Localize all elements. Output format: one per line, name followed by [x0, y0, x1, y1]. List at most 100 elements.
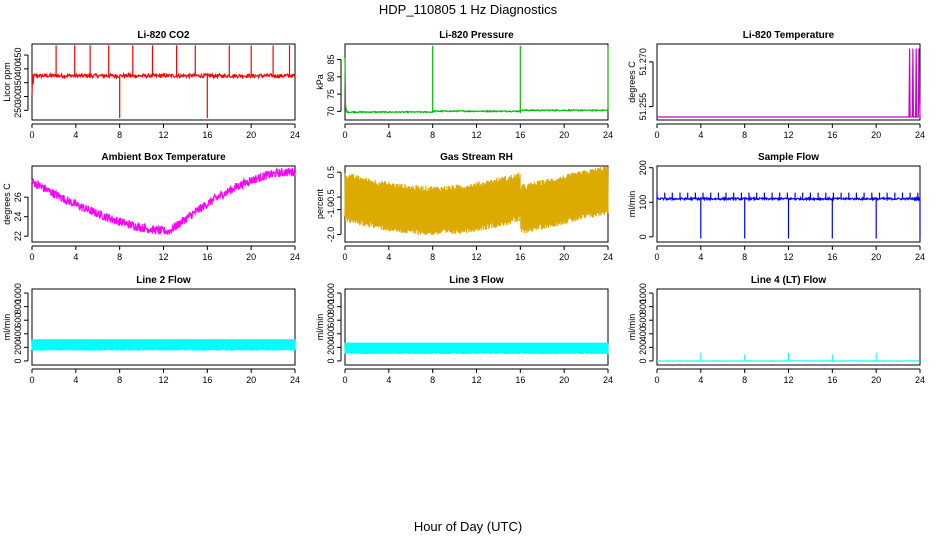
gas-stream-rh-xtick-1: 4: [386, 252, 391, 262]
ambient-box-temperature-series-line: [31, 166, 296, 235]
ambient-box-temperature-xtick-6: 24: [290, 252, 300, 262]
ambient-box-temperature-xtick-4: 16: [202, 252, 212, 262]
ambient-box-temperature-xtick-1: 4: [73, 252, 78, 262]
sample-flow-xtick-2: 8: [742, 252, 747, 262]
gas-stream-rh-ylabel: percent: [315, 188, 325, 219]
sample-flow-ylabel: ml/min: [627, 191, 637, 218]
line-4-lt-flow-ytick-1: 200: [638, 340, 648, 355]
line-4-lt-flow-ytick-2: 400: [638, 326, 648, 341]
li-820-temperature-xtick-4: 16: [827, 130, 837, 140]
li-820-pressure-xtick-5: 20: [559, 130, 569, 140]
line-4-lt-flow-xtick-4: 16: [827, 375, 837, 385]
li-820-pressure-ytick-3: 85: [326, 55, 336, 65]
line-2-flow-xtick-5: 20: [246, 375, 256, 385]
ambient-box-temperature-ytick-2: 26: [13, 192, 23, 202]
line-2-flow-ytick-4: 800: [13, 299, 23, 314]
li-820-co2-ytick-2: 350: [13, 75, 23, 90]
line-4-lt-flow-xtick-6: 24: [915, 375, 925, 385]
line-2-flow-ytick-5: 1000: [13, 283, 23, 303]
li-820-co2-ytick-3: 400: [13, 61, 23, 76]
li-820-pressure-ytick-2: 80: [326, 72, 336, 82]
li-820-co2-ylabel: Licor ppm: [2, 62, 12, 102]
figure-title: HDP_110805 1 Hz Diagnostics: [379, 2, 558, 17]
line-2-flow-title: Line 2 Flow: [136, 275, 191, 286]
line-3-flow-xtick-5: 20: [559, 375, 569, 385]
gas-stream-rh-ytick-0: -2.0: [326, 227, 336, 243]
li-820-temperature-ytick-1: 51.270: [638, 48, 648, 76]
line-3-flow-plot-frame: [344, 288, 609, 366]
li-820-temperature-xtick-3: 12: [783, 130, 793, 140]
sample-flow-ytick-1: 100: [638, 195, 648, 210]
sample-flow-xtick-6: 24: [915, 252, 925, 262]
sample-flow-xtick-5: 20: [871, 252, 881, 262]
ambient-box-temperature-ylabel: degrees C: [2, 183, 12, 225]
panel-line-4-lt-flow: Line 4 (LT) Flow ml/min 0 4 8 12 16 20 24 0 200400…: [627, 275, 925, 385]
sample-flow-series-line: [656, 192, 921, 239]
line-2-flow-series-line: [31, 339, 296, 351]
line-3-flow-xtick-4: 16: [515, 375, 525, 385]
gas-stream-rh-xtick-0: 0: [342, 252, 347, 262]
line-4-lt-flow-xtick-5: 20: [871, 375, 881, 385]
line-4-lt-flow-xtick-0: 0: [654, 375, 659, 385]
line-3-flow-ytick-5: 1000: [326, 283, 336, 303]
li-820-co2-xtick-4: 16: [202, 130, 212, 140]
line-4-lt-flow-ytick-3: 600: [638, 313, 648, 328]
line-4-lt-flow-xtick-1: 4: [698, 375, 703, 385]
li-820-pressure-xtick-4: 16: [515, 130, 525, 140]
ambient-box-temperature-plot-frame: [31, 165, 296, 243]
gas-stream-rh-xtick-2: 8: [430, 252, 435, 262]
li-820-pressure-ytick-0: 70: [326, 106, 336, 116]
li-820-temperature-title: Li-820 Temperature: [743, 30, 835, 41]
line-4-lt-flow-ytick-4: 800: [638, 299, 648, 314]
li-820-pressure-series-line: [344, 45, 609, 114]
li-820-co2-ytick-1: 300: [13, 89, 23, 104]
panel-sample-flow: Sample Flow ml/min 0 4 8 12 16 20 24 0 100 200: [627, 152, 925, 262]
ambient-box-temperature-xtick-0: 0: [29, 252, 34, 262]
li-820-temperature-xtick-6: 24: [915, 130, 925, 140]
gas-stream-rh-title: Gas Stream RH: [440, 152, 513, 163]
line-4-lt-flow-ytick-0: 0: [638, 358, 648, 363]
line-4-lt-flow-ytick-5: 1000: [638, 283, 648, 303]
sample-flow-xtick-1: 4: [698, 252, 703, 262]
li-820-temperature-xtick-5: 20: [871, 130, 881, 140]
line-2-flow-xtick-1: 4: [73, 375, 78, 385]
line-4-lt-flow-xtick-2: 8: [742, 375, 747, 385]
li-820-pressure-xtick-2: 8: [430, 130, 435, 140]
gas-stream-rh-xtick-5: 20: [559, 252, 569, 262]
ambient-box-temperature-xtick-2: 8: [117, 252, 122, 262]
line-2-flow-xtick-0: 0: [29, 375, 34, 385]
line-3-flow-xtick-6: 24: [603, 375, 613, 385]
line-3-flow-ytick-1: 200: [326, 340, 336, 355]
li-820-co2-xtick-2: 8: [117, 130, 122, 140]
line-3-flow-ytick-3: 600: [326, 313, 336, 328]
li-820-co2-plot-frame: [31, 43, 296, 121]
line-3-flow-xtick-3: 12: [471, 375, 481, 385]
line-3-flow-series-line: [344, 342, 609, 355]
li-820-pressure-xtick-3: 12: [471, 130, 481, 140]
sample-flow-ytick-2: 200: [638, 160, 648, 175]
li-820-temperature-xtick-2: 8: [742, 130, 747, 140]
line-3-flow-ytick-2: 400: [326, 326, 336, 341]
ambient-box-temperature-ytick-0: 22: [13, 231, 23, 241]
sample-flow-xtick-3: 12: [783, 252, 793, 262]
li-820-temperature-xtick-1: 4: [698, 130, 703, 140]
line-4-lt-flow-plot-frame: [656, 288, 921, 366]
line-2-flow-ylabel: ml/min: [2, 314, 12, 341]
li-820-temperature-series-line: [657, 48, 921, 118]
line-2-flow-xtick-3: 12: [158, 375, 168, 385]
gas-stream-rh-ytick-2: -0.5: [326, 189, 336, 205]
li-820-pressure-xtick-6: 24: [603, 130, 613, 140]
gas-stream-rh-ytick-3: 0.5: [326, 166, 336, 179]
li-820-co2-ytick-0: 250: [13, 103, 23, 118]
li-820-co2-title: Li-820 CO2: [137, 30, 190, 41]
line-3-flow-ylabel: ml/min: [315, 314, 325, 341]
li-820-temperature-xtick-0: 0: [654, 130, 659, 140]
li-820-temperature-ylabel: degrees C: [627, 61, 637, 103]
ambient-box-temperature-title: Ambient Box Temperature: [101, 152, 226, 163]
li-820-pressure-plot-frame: [344, 43, 609, 121]
panel-gas-stream-rh: Gas Stream RH percent 0 4 8 12 16 20 24 -2.0 -1.0-…: [315, 152, 613, 262]
sample-flow-ytick-0: 0: [638, 234, 648, 239]
